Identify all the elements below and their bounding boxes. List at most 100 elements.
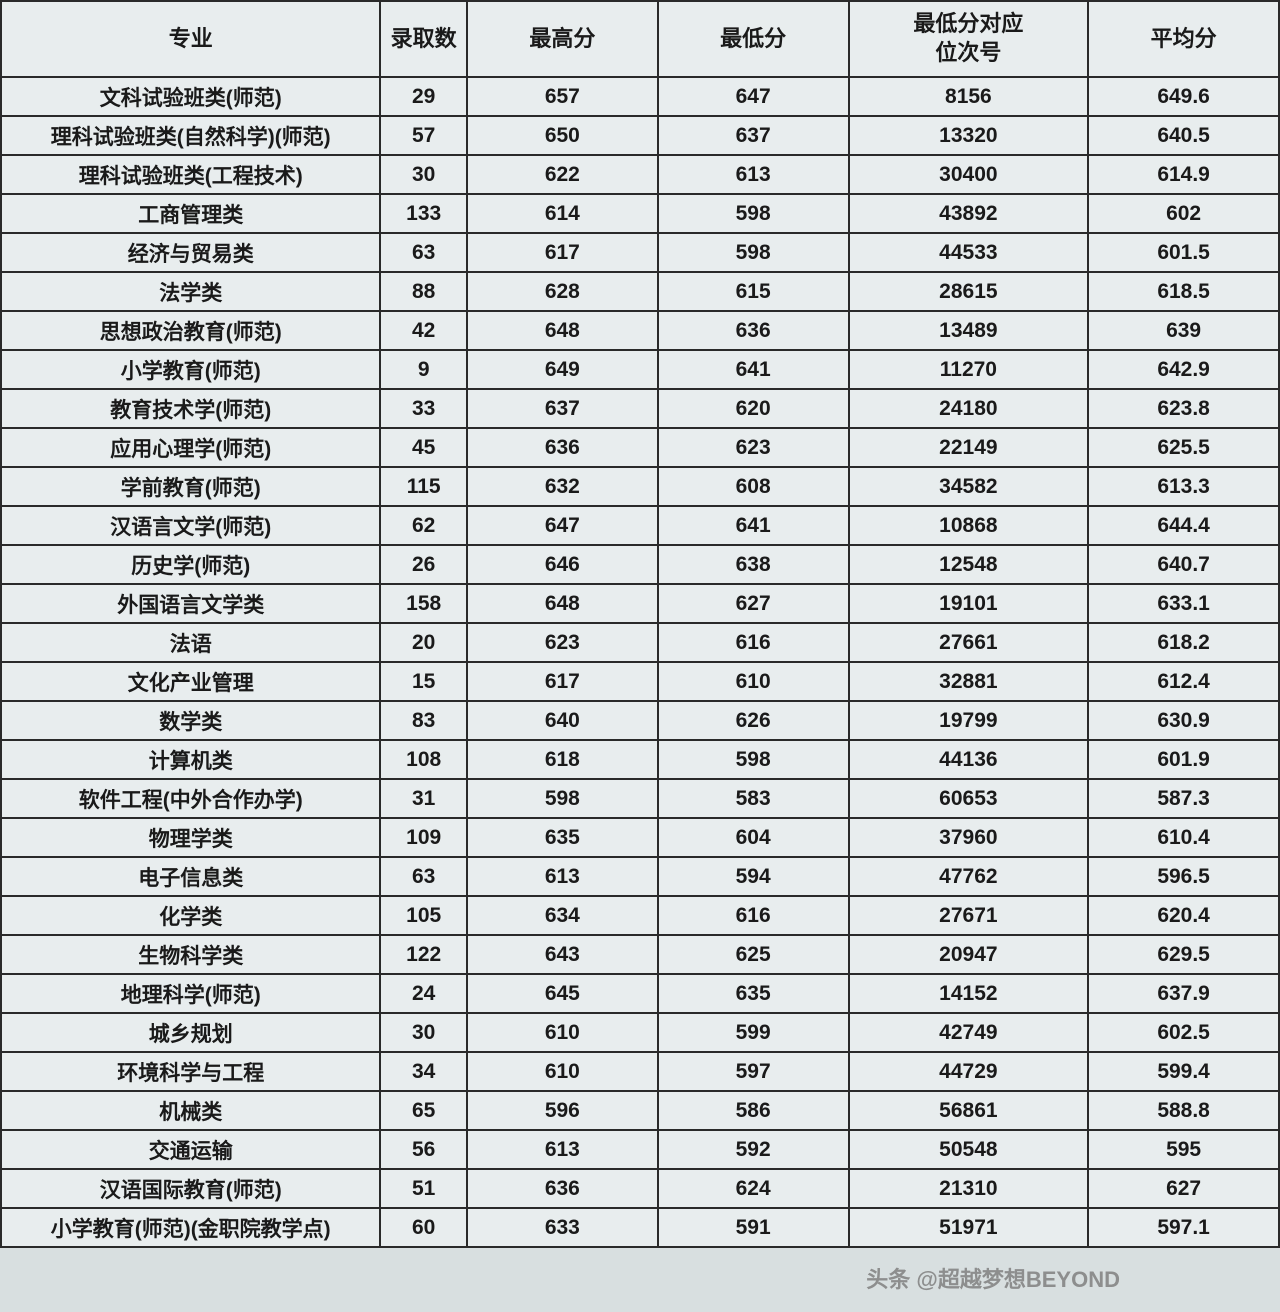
cell-avg: 601.9	[1088, 740, 1279, 779]
cell-count: 20	[380, 623, 467, 662]
admission-scores-table: 专业录取数最高分最低分最低分对应位次号平均分 文科试验班类(师范)2965764…	[0, 0, 1280, 1248]
cell-rank: 27671	[849, 896, 1089, 935]
cell-major: 法学类	[1, 272, 380, 311]
cell-count: 60	[380, 1208, 467, 1247]
cell-min: 586	[658, 1091, 849, 1130]
cell-rank: 20947	[849, 935, 1089, 974]
table-row: 理科试验班类(自然科学)(师范)5765063713320640.5	[1, 116, 1279, 155]
cell-rank: 21310	[849, 1169, 1089, 1208]
cell-max: 635	[467, 818, 658, 857]
cell-min: 597	[658, 1052, 849, 1091]
cell-rank: 32881	[849, 662, 1089, 701]
cell-max: 596	[467, 1091, 658, 1130]
cell-major: 物理学类	[1, 818, 380, 857]
table-row: 小学教育(师范)964964111270642.9	[1, 350, 1279, 389]
cell-avg: 630.9	[1088, 701, 1279, 740]
cell-rank: 51971	[849, 1208, 1089, 1247]
cell-major: 小学教育(师范)	[1, 350, 380, 389]
cell-rank: 11270	[849, 350, 1089, 389]
column-header-count: 录取数	[380, 1, 467, 77]
column-header-min: 最低分	[658, 1, 849, 77]
cell-count: 158	[380, 584, 467, 623]
cell-count: 88	[380, 272, 467, 311]
cell-max: 648	[467, 311, 658, 350]
table-row: 法学类8862861528615618.5	[1, 272, 1279, 311]
cell-min: 613	[658, 155, 849, 194]
table-row: 生物科学类12264362520947629.5	[1, 935, 1279, 974]
cell-count: 31	[380, 779, 467, 818]
cell-count: 65	[380, 1091, 467, 1130]
cell-min: 598	[658, 740, 849, 779]
column-header-rank: 最低分对应位次号	[849, 1, 1089, 77]
cell-max: 636	[467, 1169, 658, 1208]
table-row: 历史学(师范)2664663812548640.7	[1, 545, 1279, 584]
cell-major: 数学类	[1, 701, 380, 740]
cell-rank: 13489	[849, 311, 1089, 350]
cell-count: 56	[380, 1130, 467, 1169]
cell-rank: 8156	[849, 77, 1089, 116]
cell-min: 610	[658, 662, 849, 701]
cell-rank: 30400	[849, 155, 1089, 194]
table-row: 计算机类10861859844136601.9	[1, 740, 1279, 779]
cell-max: 614	[467, 194, 658, 233]
cell-count: 115	[380, 467, 467, 506]
cell-avg: 596.5	[1088, 857, 1279, 896]
cell-max: 648	[467, 584, 658, 623]
cell-max: 613	[467, 1130, 658, 1169]
cell-count: 105	[380, 896, 467, 935]
cell-max: 610	[467, 1052, 658, 1091]
cell-avg: 642.9	[1088, 350, 1279, 389]
cell-rank: 12548	[849, 545, 1089, 584]
cell-count: 34	[380, 1052, 467, 1091]
cell-max: 645	[467, 974, 658, 1013]
cell-min: 647	[658, 77, 849, 116]
cell-avg: 625.5	[1088, 428, 1279, 467]
table-row: 软件工程(中外合作办学)3159858360653587.3	[1, 779, 1279, 818]
table-row: 小学教育(师范)(金职院教学点)6063359151971597.1	[1, 1208, 1279, 1247]
cell-count: 24	[380, 974, 467, 1013]
cell-major: 经济与贸易类	[1, 233, 380, 272]
cell-rank: 27661	[849, 623, 1089, 662]
cell-avg: 629.5	[1088, 935, 1279, 974]
cell-rank: 14152	[849, 974, 1089, 1013]
cell-major: 汉语国际教育(师范)	[1, 1169, 380, 1208]
cell-max: 634	[467, 896, 658, 935]
cell-count: 57	[380, 116, 467, 155]
cell-count: 133	[380, 194, 467, 233]
cell-max: 623	[467, 623, 658, 662]
cell-count: 9	[380, 350, 467, 389]
cell-major: 机械类	[1, 1091, 380, 1130]
cell-avg: 640.7	[1088, 545, 1279, 584]
cell-major: 地理科学(师范)	[1, 974, 380, 1013]
cell-avg: 649.6	[1088, 77, 1279, 116]
table-row: 环境科学与工程3461059744729599.4	[1, 1052, 1279, 1091]
cell-avg: 588.8	[1088, 1091, 1279, 1130]
cell-major: 城乡规划	[1, 1013, 380, 1052]
cell-avg: 597.1	[1088, 1208, 1279, 1247]
cell-count: 51	[380, 1169, 467, 1208]
table-row: 学前教育(师范)11563260834582613.3	[1, 467, 1279, 506]
cell-avg: 614.9	[1088, 155, 1279, 194]
cell-rank: 19101	[849, 584, 1089, 623]
cell-min: 625	[658, 935, 849, 974]
table-row: 经济与贸易类6361759844533601.5	[1, 233, 1279, 272]
cell-major: 理科试验班类(自然科学)(师范)	[1, 116, 380, 155]
cell-max: 610	[467, 1013, 658, 1052]
cell-max: 633	[467, 1208, 658, 1247]
cell-avg: 618.5	[1088, 272, 1279, 311]
cell-major: 思想政治教育(师范)	[1, 311, 380, 350]
cell-major: 工商管理类	[1, 194, 380, 233]
cell-max: 628	[467, 272, 658, 311]
cell-min: 641	[658, 350, 849, 389]
cell-rank: 13320	[849, 116, 1089, 155]
cell-avg: 639	[1088, 311, 1279, 350]
cell-count: 26	[380, 545, 467, 584]
table-row: 数学类8364062619799630.9	[1, 701, 1279, 740]
cell-count: 62	[380, 506, 467, 545]
cell-major: 法语	[1, 623, 380, 662]
cell-max: 657	[467, 77, 658, 116]
cell-avg: 612.4	[1088, 662, 1279, 701]
cell-count: 29	[380, 77, 467, 116]
cell-min: 598	[658, 233, 849, 272]
cell-min: 636	[658, 311, 849, 350]
